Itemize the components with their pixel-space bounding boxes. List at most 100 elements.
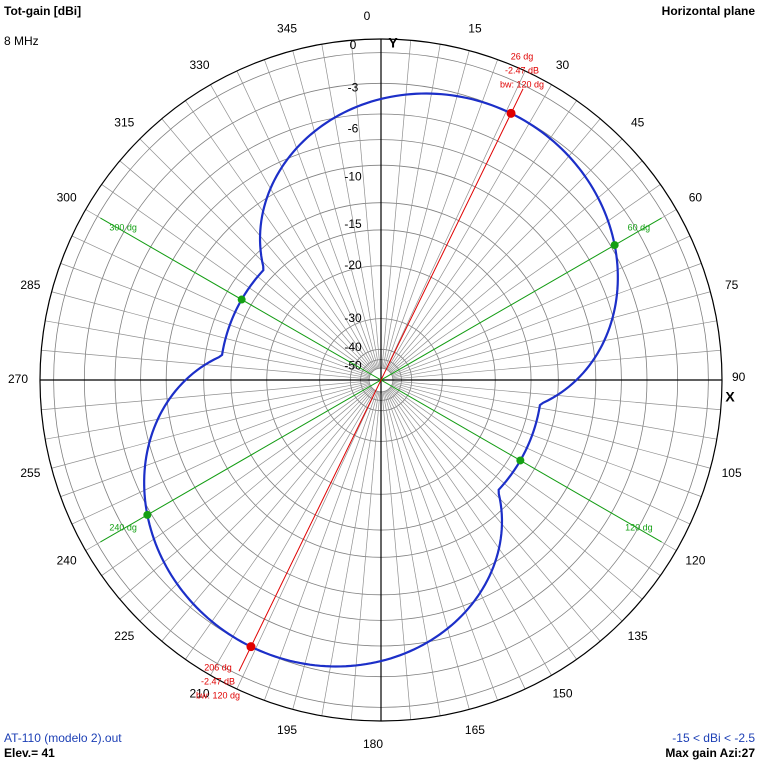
azimuth-tick-label: 60 [689,191,703,205]
grid-spoke [321,391,380,716]
grid-spoke [391,235,691,376]
main-lobe-label: bw: 120 dg [500,79,544,89]
grid-spoke [210,390,376,676]
grid-spoke [389,138,623,372]
azimuth-tick-label: 240 [57,554,77,568]
main-lobe-marker [246,642,256,652]
half-power-label: 300 dg [109,222,137,232]
grid-spoke [264,59,378,369]
half-power-label: 60 dg [628,222,651,232]
azimuth-tick-label: 150 [552,687,572,701]
grid-spoke [392,291,711,378]
grid-spoke [119,160,373,373]
file-name: AT-110 (modelo 2).out [4,731,122,745]
grid-spoke [387,389,577,660]
grid-spoke [392,349,721,380]
grid-spoke [45,381,370,440]
grid-spoke [51,291,370,378]
grid-spoke [381,391,412,720]
azimuth-tick-label: 120 [685,554,705,568]
radial-tick-label: -30 [344,311,362,325]
grid-spoke [185,389,375,660]
grid-spoke [161,118,374,372]
grid-spoke [390,184,661,374]
grid-spoke [391,384,691,525]
half-power-marker [143,510,152,519]
azimuth-tick-label: 315 [114,115,134,129]
grid-spoke [51,382,370,469]
grid-spoke [321,44,380,369]
azimuth-tick-label: 165 [465,723,485,737]
half-power-marker [516,456,525,465]
x-axis-label: X [725,389,735,405]
grid-spoke [292,50,379,369]
grid-spoke [383,50,470,369]
azimuth-tick-label: 345 [277,22,297,36]
radial-tick-label: -20 [344,258,362,272]
azimuth-tick-label: 195 [277,723,297,737]
main-lobe-marker [506,108,516,118]
grid-spoke [71,384,371,525]
grid-spoke [101,386,372,576]
radial-tick-label: -15 [344,217,362,231]
half-power-marker [237,295,246,304]
azimuth-tick-label: 300 [57,191,77,205]
radial-tick-label: -40 [344,340,362,354]
frequency-label: 8 MHz [4,34,39,48]
grid-spoke [139,388,373,622]
grid-spoke [389,388,623,622]
grid-spoke [392,382,711,469]
grid-spoke [185,100,375,371]
radial-tick-label: -3 [348,81,359,95]
grid-spoke [386,84,552,370]
azimuth-tick-label: 285 [20,278,40,292]
grid-spoke [390,386,661,576]
grid-spoke [392,381,717,440]
half-power-marker [610,241,619,250]
azimuth-tick-label: 210 [189,687,209,701]
half-power-label: 120 dg [625,522,653,532]
main-lobe-label: -2.47 dB [201,676,235,686]
radial-tick-label: -50 [344,359,362,373]
grid-spoke [385,390,526,690]
grid-spoke [392,320,717,379]
grid-spoke [161,388,374,642]
elevation-label: Elev.= 41 [4,746,55,760]
azimuth-tick-label: 30 [556,58,570,72]
azimuth-tick-label: 225 [114,629,134,643]
grid-spoke [382,44,441,369]
grid-spoke [383,391,470,710]
main-lobe-label: 206 dg [204,662,232,672]
grid-spoke [389,387,643,600]
azimuth-tick-label: 330 [189,58,209,72]
grid-spoke [392,263,702,377]
azimuth-tick-label: 45 [631,115,645,129]
grid-spoke [139,138,373,372]
grid-spoke [41,380,370,411]
grid-spoke [236,70,377,370]
grid-spoke [236,390,377,690]
grid-spoke [60,263,370,377]
grid-spoke [210,84,376,370]
grid-spoke [384,59,498,369]
grid-spoke [385,70,526,370]
azimuth-tick-label: 105 [722,466,742,480]
grid-spoke [387,100,577,371]
grid-spoke [392,383,702,497]
azimuth-tick-label: 270 [8,372,28,386]
grid-spoke [386,390,552,676]
grid-spoke [264,391,378,701]
grid-spoke [350,40,381,369]
azimuth-tick-label: 0 [364,9,371,23]
grid-spoke [60,383,370,497]
main-lobe-label: -2.47 dB [505,65,539,75]
grid-spoke [388,118,601,372]
azimuth-tick-label: 255 [20,466,40,480]
grid-spoke [45,320,370,379]
azimuth-tick-label: 180 [363,737,383,751]
azimuth-tick-label: 90 [732,370,746,384]
half-power-label: 240 dg [109,522,137,532]
grid-spoke [101,184,372,374]
max-gain-label: Max gain Azi:27 [665,746,755,760]
